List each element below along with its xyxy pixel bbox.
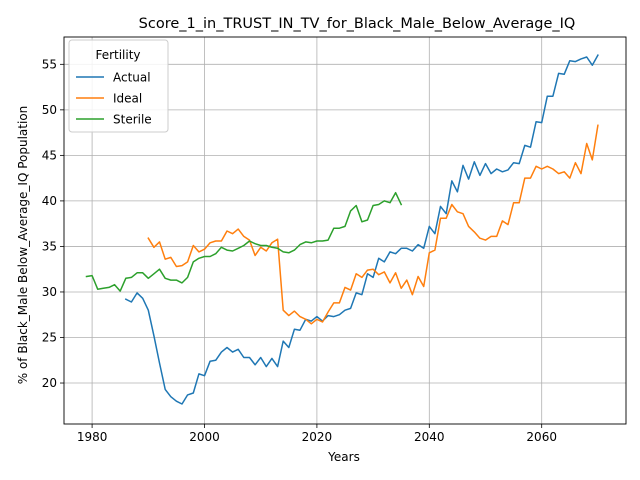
y-tick-label: 50: [42, 103, 57, 117]
y-tick-label: 35: [42, 239, 57, 253]
x-tick-label: 2000: [189, 430, 220, 444]
legend: Fertility Actual Ideal Sterile: [68, 39, 169, 133]
y-tick-label: 25: [42, 330, 57, 344]
x-tick-label: 2040: [414, 430, 445, 444]
series-line-sterile: [85, 191, 403, 292]
legend-label-sterile: Sterile: [113, 113, 152, 127]
x-axis-label: Years: [327, 450, 360, 464]
legend-label-actual: Actual: [113, 71, 151, 85]
y-tick-label: 55: [42, 57, 57, 71]
axis-ticks: 1980 2000 2020 2040 2060 20 25 30 35 40 45 50 55: [42, 57, 557, 444]
x-tick-label: 2060: [526, 430, 557, 444]
x-tick-label: 2020: [302, 430, 333, 444]
legend-title: Fertility: [95, 48, 140, 62]
y-tick-label: 45: [42, 148, 57, 162]
series-lines: [85, 54, 599, 405]
legend-label-ideal: Ideal: [113, 92, 142, 106]
legend-box: [68, 39, 169, 133]
series-line-ideal: [147, 124, 599, 325]
plot-frame: [63, 36, 627, 425]
y-tick-label: 40: [42, 194, 57, 208]
x-tick-label: 1980: [77, 430, 108, 444]
y-axis-label: % of Black_Male Below_Average_IQ Populat…: [16, 106, 30, 385]
chart-title: Score_1_in_TRUST_IN_TV_for_Black_Male_Be…: [139, 16, 576, 32]
series-line-actual: [124, 54, 599, 405]
y-tick-label: 30: [42, 285, 57, 299]
y-tick-label: 20: [42, 376, 57, 390]
